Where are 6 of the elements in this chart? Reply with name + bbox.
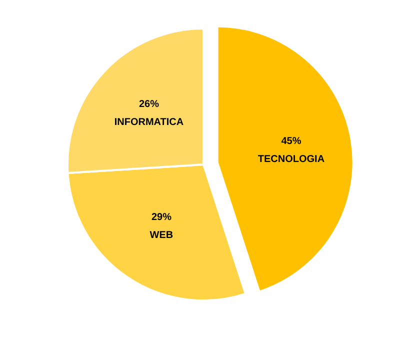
data-label: 45% — [281, 136, 302, 148]
slice-label: TECNOLOGIA — [258, 154, 325, 166]
slice-label: WEB — [150, 230, 174, 241]
data-label: 26% — [138, 98, 160, 110]
data-label: 29% — [151, 212, 172, 223]
slice-label: INFORMATICA — [114, 116, 184, 128]
